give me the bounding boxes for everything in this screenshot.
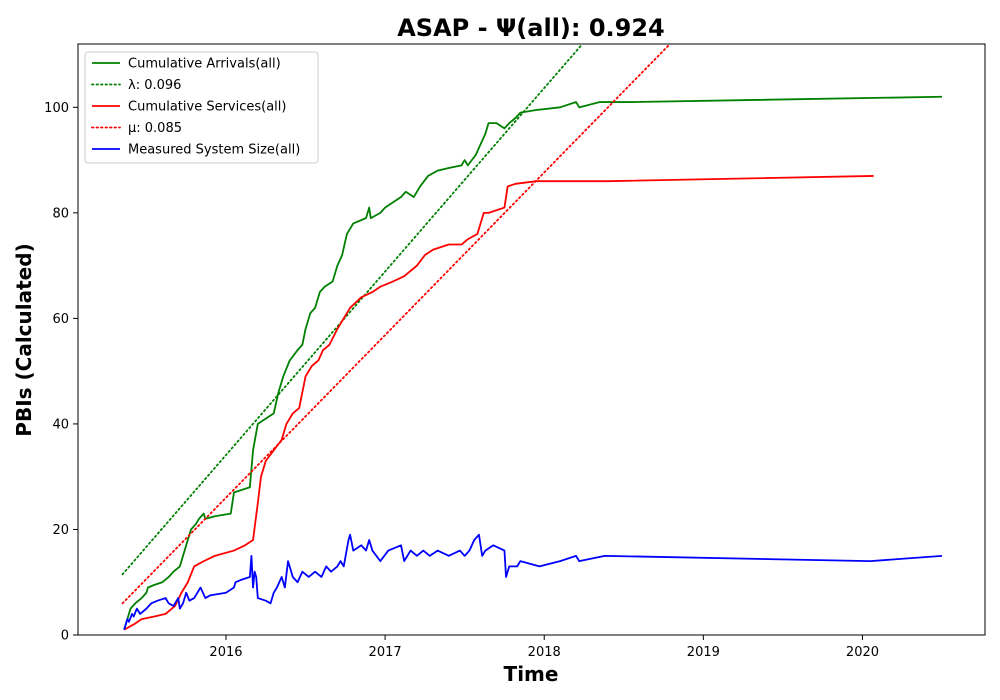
legend-label: Cumulative Services(all) bbox=[128, 100, 286, 115]
y-tick-label: 80 bbox=[52, 206, 69, 221]
x-tick-label: 2020 bbox=[846, 645, 879, 660]
x-tick-label: 2016 bbox=[209, 645, 242, 660]
legend-label: λ: 0.096 bbox=[128, 78, 181, 93]
legend-label: Measured System Size(all) bbox=[128, 143, 300, 158]
y-tick-label: 100 bbox=[44, 101, 69, 116]
x-tick-label: 2019 bbox=[687, 645, 720, 660]
x-tick-label: 2017 bbox=[369, 645, 402, 660]
series-line-4-0-085 bbox=[121, 44, 671, 605]
y-axis-title: PBIs (Calculated) bbox=[12, 243, 36, 436]
series-line-3-cumulative-services-all bbox=[123, 175, 874, 631]
y-tick-label: 40 bbox=[52, 417, 69, 432]
plot-area bbox=[121, 44, 943, 631]
chart-title: ASAP - Ψ(all): 0.924 bbox=[397, 14, 665, 42]
plot-frame bbox=[77, 43, 986, 636]
y-axis: 0 20 40 60 80 100 bbox=[44, 101, 78, 644]
series-line-1-cumulative-arrivals-all bbox=[123, 95, 943, 630]
legend: Cumulative Arrivals(all) λ: 0.096 Cumulati… bbox=[84, 51, 319, 164]
x-tick-label: 2018 bbox=[528, 645, 561, 660]
y-tick-label: 60 bbox=[52, 312, 69, 327]
y-tick-label: 20 bbox=[52, 523, 69, 538]
legend-label: Cumulative Arrivals(all) bbox=[128, 57, 281, 72]
y-tick-label: 0 bbox=[61, 629, 69, 644]
x-axis-title: Time bbox=[504, 662, 559, 686]
series-line-2-0-096 bbox=[121, 44, 584, 576]
legend-box bbox=[84, 51, 319, 164]
x-axis: 2016 2017 2018 2019 2020 bbox=[209, 635, 879, 660]
legend-label: μ: 0.085 bbox=[128, 121, 182, 136]
series-line-5-measured-system-size-all bbox=[123, 533, 943, 630]
